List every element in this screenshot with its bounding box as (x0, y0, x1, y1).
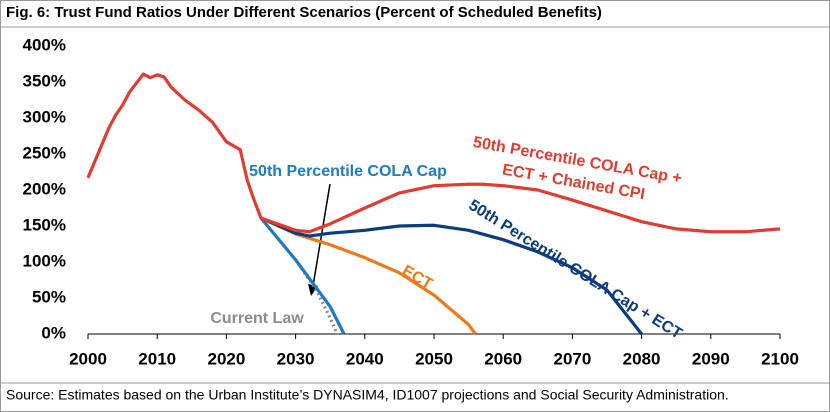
y-tick-label: 0% (41, 323, 66, 342)
x-tick-label: 2090 (692, 349, 730, 368)
x-tick-label: 2060 (484, 349, 522, 368)
series-label: 50th Percentile COLA Cap (249, 163, 447, 180)
x-tick-label: 2040 (346, 349, 384, 368)
x-tick-label: 2050 (415, 349, 453, 368)
y-tick-label: 400% (23, 35, 66, 54)
series-label: Current Law (210, 310, 304, 327)
y-tick-label: 50% (32, 287, 66, 306)
series-line (260, 216, 643, 335)
y-tick-label: 200% (23, 179, 66, 198)
series-label: 50th Percentile COLA Cap + ECT (466, 197, 685, 343)
x-tick-label: 2100 (761, 349, 799, 368)
y-tick-label: 250% (23, 143, 66, 162)
y-tick-label: 100% (23, 251, 66, 270)
x-tick-label: 2020 (207, 349, 245, 368)
series-line (294, 258, 339, 335)
x-tick-label: 2000 (69, 349, 107, 368)
series-label: ECT (399, 262, 435, 293)
x-tick-label: 2070 (553, 349, 591, 368)
x-tick-label: 2030 (277, 349, 315, 368)
y-tick-label: 300% (23, 107, 66, 126)
x-tick-label: 2080 (623, 349, 661, 368)
series-line (86, 72, 781, 234)
x-tick-label: 2010 (138, 349, 176, 368)
chart-title: Fig. 6: Trust Fund Ratios Under Differen… (6, 4, 602, 21)
series-line (259, 217, 346, 335)
y-tick-label: 150% (23, 215, 66, 234)
source-note: Source: Estimates based on the Urban Ins… (6, 387, 729, 403)
y-tick-label: 350% (23, 71, 66, 90)
